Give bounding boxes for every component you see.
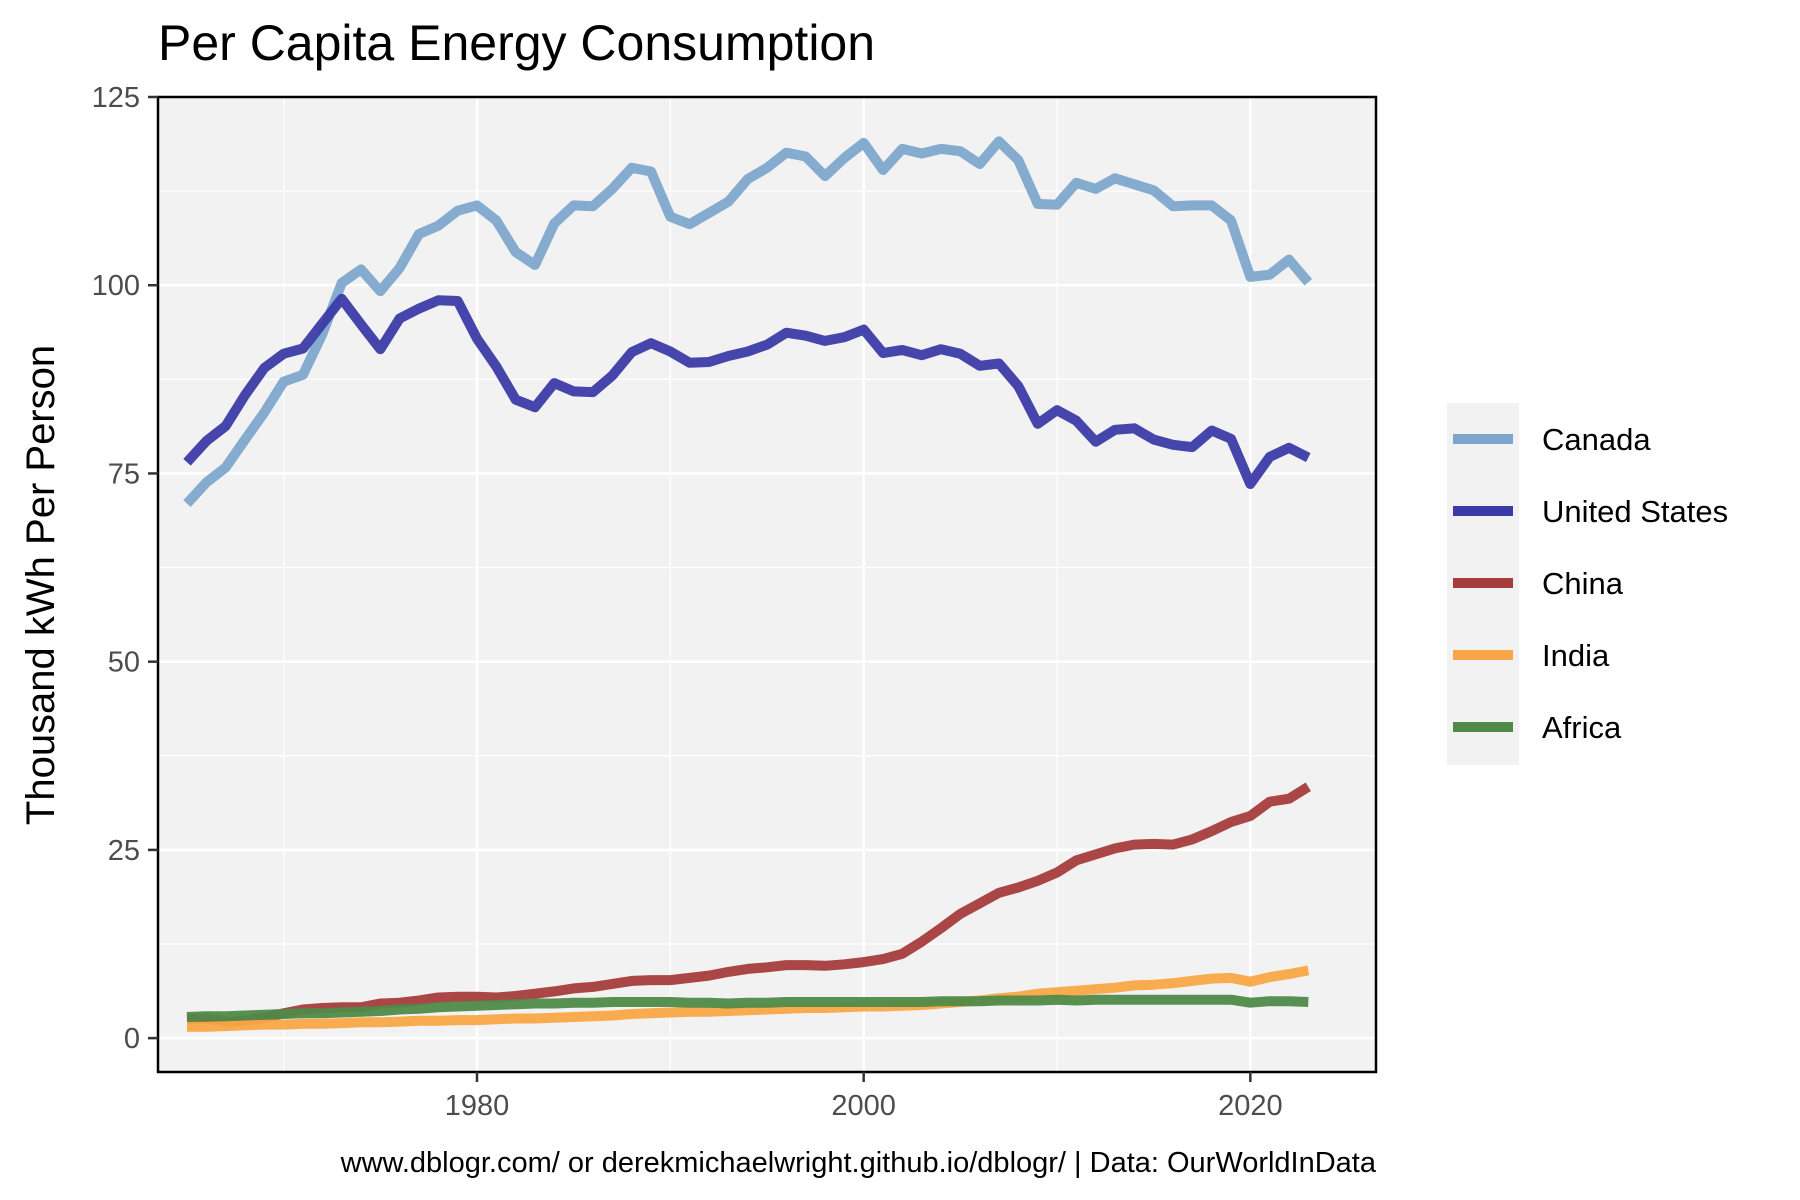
plot-border	[156, 95, 1378, 1074]
legend-label-china: China	[1542, 566, 1624, 601]
x-tick-label: 2020	[1218, 1090, 1283, 1122]
legend-label-canada: Canada	[1542, 422, 1651, 457]
y-tick-label: 125	[92, 82, 140, 114]
y-tick-label: 25	[108, 835, 140, 867]
x-tick-label: 1980	[445, 1090, 510, 1122]
x-tick-label: 2000	[831, 1090, 896, 1122]
series-line-canada	[183, 136, 1313, 507]
legend-label-africa: Africa	[1542, 710, 1622, 745]
legend: Canada United States China India Africa	[1447, 403, 1728, 765]
legend-label-india: India	[1542, 638, 1610, 673]
y-tick-label: 100	[92, 270, 140, 302]
series-line-china	[186, 782, 1311, 1027]
series-line-united-states	[183, 293, 1311, 489]
y-tick-label: 50	[108, 647, 140, 679]
series-line-india	[187, 965, 1310, 1032]
series-lines	[183, 136, 1313, 1032]
y-axis-label: Thousand kWh Per Person	[19, 345, 63, 825]
axes: 0 25 50 75 100 125 1980 2000 2020	[92, 82, 1283, 1122]
series-line-africa	[186, 994, 1309, 1022]
plot-panel	[158, 97, 1376, 1072]
y-tick-label: 0	[124, 1023, 140, 1055]
chart-caption: www.dblogr.com/ or derekmichaelwright.gi…	[340, 1147, 1377, 1179]
legend-label-united-states: United States	[1542, 494, 1728, 529]
y-tick-label: 75	[108, 458, 140, 490]
chart-title: Per Capita Energy Consumption	[158, 15, 875, 71]
